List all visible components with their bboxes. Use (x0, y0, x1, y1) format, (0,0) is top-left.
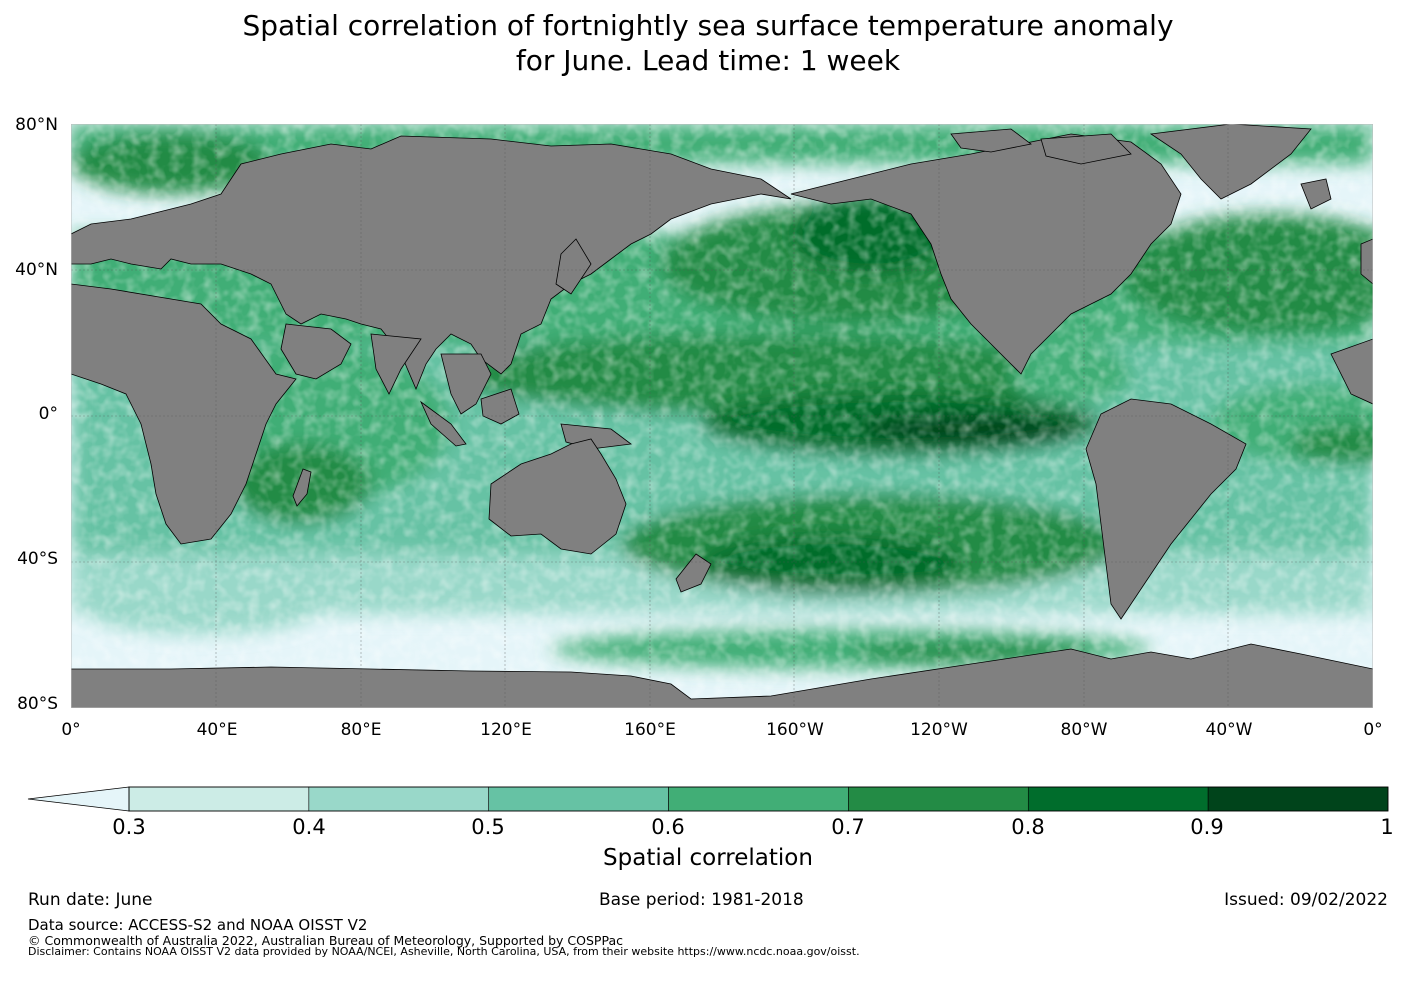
lat-label-0: 0° (38, 404, 58, 424)
colorbar-bin-5 (1027, 786, 1209, 812)
colorbar-tick-0.8: 0.8 (1011, 815, 1045, 839)
base-period: Base period: 1981-2018 (599, 890, 804, 910)
colorbar-tick-1: 1 (1380, 815, 1394, 839)
colorbar-under-arrow (27, 786, 130, 812)
disclaimer: Disclaimer: Contains NOAA OISST V2 data … (28, 945, 860, 958)
colorbar-tick-0.7: 0.7 (831, 815, 865, 839)
lat-label-80n: 80°N (15, 115, 58, 135)
land-masses (71, 124, 1373, 708)
lat-label-40n: 40°N (15, 260, 58, 280)
lon-label-120w: 120°W (910, 720, 968, 740)
correlation-map (71, 124, 1373, 708)
copyright: © Commonwealth of Australia 2022, Austra… (28, 933, 623, 948)
issued-date: Issued: 09/02/2022 (1224, 890, 1388, 910)
data-source: Data source: ACCESS-S2 and NOAA OISST V2 (28, 916, 368, 934)
lon-label-0: 0° (61, 720, 81, 740)
colorbar-bin-0 (128, 786, 310, 812)
lat-label-80s: 80°S (17, 694, 58, 714)
lon-label-0-end: 0° (1363, 720, 1383, 740)
colorbar-label: Spatial correlation (603, 845, 813, 871)
map-area: 80°N 40°N 0° 40°S 80°S 0° 40°E 80°E 120°… (15, 115, 1383, 740)
colorbar-tick-0.4: 0.4 (292, 815, 326, 839)
lon-label-160w: 160°W (766, 720, 824, 740)
colorbar (27, 786, 1389, 812)
lon-label-40e: 40°E (196, 720, 238, 740)
lon-label-160e: 160°E (624, 720, 676, 740)
colorbar-bin-2 (488, 786, 669, 812)
title-line-2: for June. Lead time: 1 week (515, 44, 901, 77)
colorbar-bin-3 (668, 786, 849, 812)
title-line-1: Spatial correlation of fortnightly sea s… (242, 9, 1174, 42)
run-date: Run date: June (28, 890, 153, 910)
lon-label-80w: 80°W (1060, 720, 1108, 740)
lat-label-40s: 40°S (17, 549, 58, 569)
colorbar-tick-0.6: 0.6 (651, 815, 685, 839)
colorbar-tick-0.5: 0.5 (471, 815, 505, 839)
lon-label-120e: 120°E (480, 720, 532, 740)
colorbar-tick-0.9: 0.9 (1190, 815, 1224, 839)
colorbar-bin-6 (1207, 786, 1389, 812)
chart-title: Spatial correlation of fortnightly sea s… (0, 8, 1416, 78)
colorbar-bin-1 (308, 786, 490, 812)
colorbar-bin-4 (848, 786, 1029, 812)
lon-label-40w: 40°W (1205, 720, 1253, 740)
graticule (71, 124, 1373, 708)
lon-label-80e: 80°E (340, 720, 382, 740)
colorbar-tick-0.3: 0.3 (112, 815, 146, 839)
